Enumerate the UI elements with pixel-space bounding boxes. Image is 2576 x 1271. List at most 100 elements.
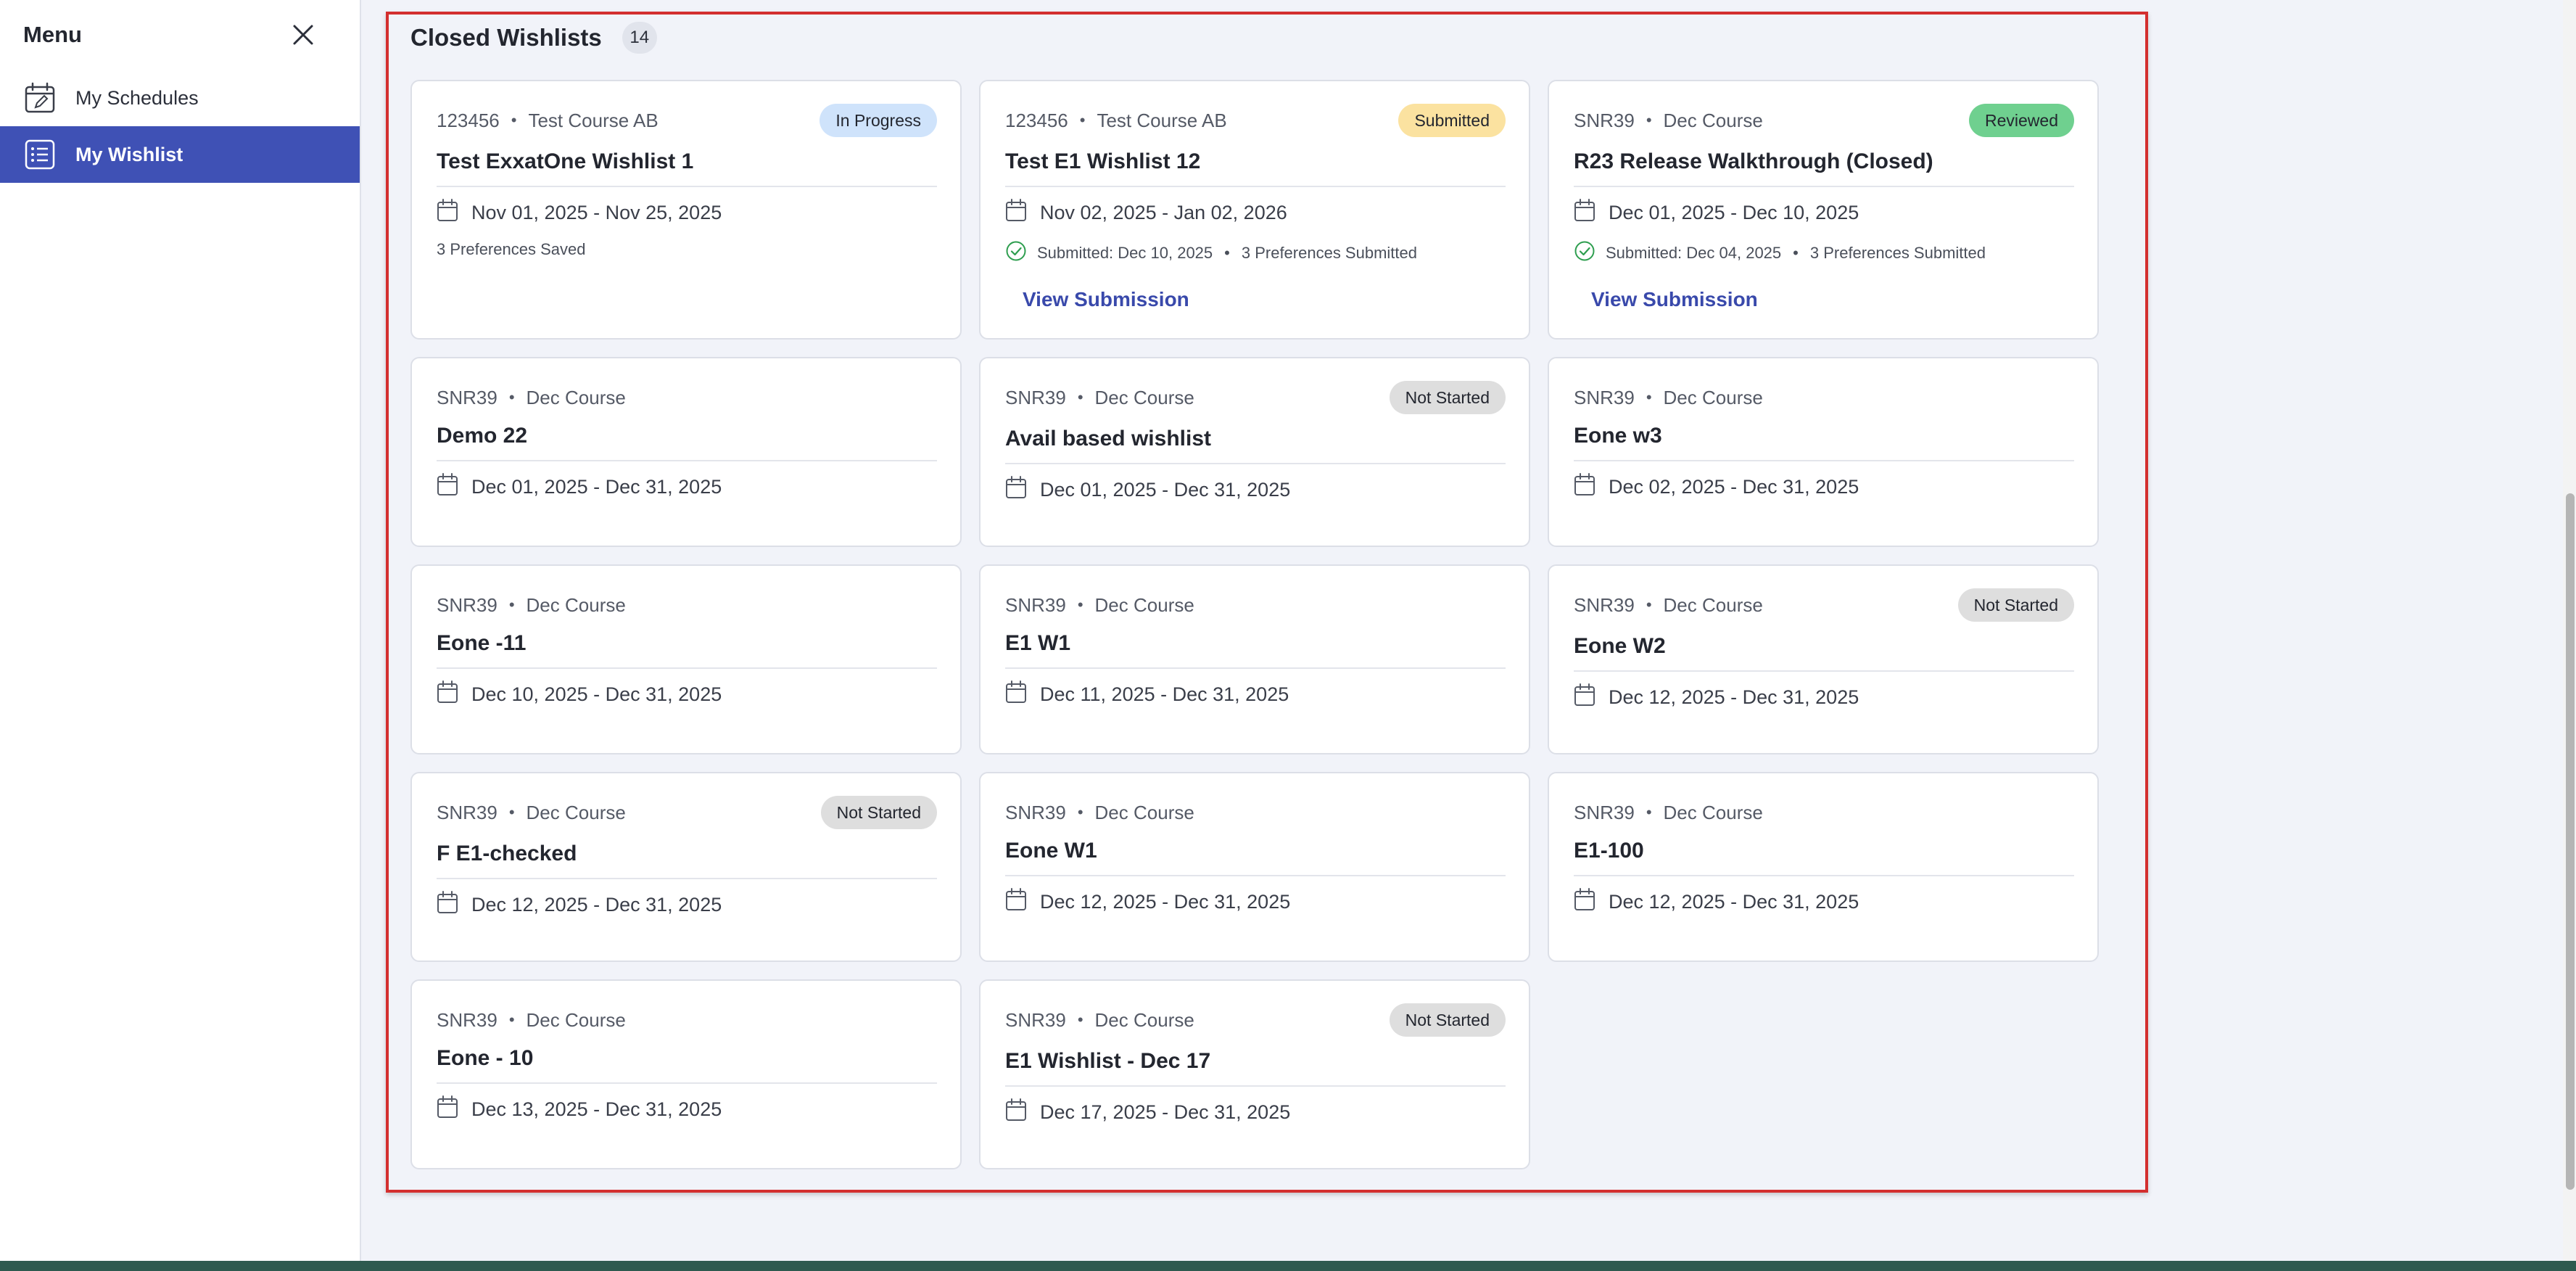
- calendar-icon: [1005, 888, 1040, 916]
- card-meta: SNR39 • Dec Course: [437, 1009, 626, 1032]
- course-code: SNR39: [1574, 386, 1635, 408]
- date-range-text: Dec 01, 2025 - Dec 10, 2025: [1609, 202, 1859, 223]
- wishlist-card[interactable]: SNR39 • Dec Course Not Started Avail based w…: [979, 357, 1530, 547]
- wishlist-title: Eone - 10: [437, 1046, 534, 1070]
- wishlist-card[interactable]: SNR39 • Dec Course Not Started E1 Wishlist -…: [979, 979, 1530, 1169]
- separator-dot: •: [511, 111, 517, 129]
- preferences-note: 3 Preferences Saved: [437, 240, 586, 258]
- divider: [1005, 667, 1506, 669]
- wishlist-title: E1-100: [1574, 839, 1644, 863]
- separator-dot: •: [508, 388, 515, 406]
- course-code: 123456: [1005, 109, 1068, 131]
- wishlist-card[interactable]: SNR39 • Dec Course Reviewed R23 Release Walk…: [1548, 80, 2099, 340]
- preferences-submitted: 3 Preferences Submitted: [1241, 244, 1417, 262]
- view-submission-button[interactable]: View Submission: [1591, 288, 1758, 310]
- course-code: 123456: [437, 109, 500, 131]
- date-range: Dec 01, 2025 - Dec 31, 2025: [1005, 476, 1506, 504]
- submitted-date: Submitted: Dec 10, 2025: [1037, 244, 1213, 262]
- card-meta: SNR39 • Dec Course: [1574, 594, 1763, 617]
- count-badge: 14: [622, 22, 657, 54]
- wishlist-card[interactable]: SNR39 • Dec Course Eone - 10 Dec 13, 2025 - …: [410, 979, 962, 1169]
- wishlist-card[interactable]: 123456 • Test Course AB Submitted Test E1 Wi…: [979, 80, 1530, 340]
- course-code: SNR39: [1005, 801, 1066, 823]
- card-meta: SNR39 • Dec Course: [1574, 110, 1763, 132]
- check-circle-icon: [1574, 240, 1606, 266]
- card-header: SNR39 • Dec Course Not Started: [437, 796, 937, 829]
- card-header: SNR39 • Dec Course: [1005, 798, 1506, 827]
- divider: [1574, 460, 2074, 461]
- wishlist-card[interactable]: SNR39 • Dec Course Eone w3 Dec 02, 2025 - De…: [1548, 357, 2099, 547]
- date-range: Dec 01, 2025 - Dec 10, 2025: [1574, 199, 2074, 227]
- date-range-text: Dec 10, 2025 - Dec 31, 2025: [471, 683, 722, 705]
- scrollbar[interactable]: [2563, 0, 2576, 1271]
- calendar-icon: [1005, 680, 1040, 709]
- calendar-icon: [1574, 473, 1609, 501]
- calendar-icon: [1574, 888, 1609, 916]
- main-content: Closed Wishlists 14 123456 • Test Course A…: [363, 0, 2576, 1271]
- date-range: Dec 12, 2025 - Dec 31, 2025: [1574, 888, 2074, 916]
- status-badge: Submitted: [1398, 104, 1506, 137]
- window-frame: [0, 1261, 2576, 1271]
- divider: [1005, 1085, 1506, 1087]
- wishlist-card[interactable]: SNR39 • Dec Course Eone -11 Dec 10, 2025 - D…: [410, 564, 962, 754]
- card-meta: SNR39 • Dec Course: [1005, 594, 1194, 617]
- submitted-date: Submitted: Dec 04, 2025: [1606, 244, 1782, 262]
- course-name: Dec Course: [1663, 801, 1763, 823]
- wishlist-card[interactable]: SNR39 • Dec Course Not Started Eone W2 Dec 12…: [1548, 564, 2099, 754]
- wishlist-title: Demo 22: [437, 424, 528, 448]
- divider: [437, 667, 937, 669]
- date-range: Dec 10, 2025 - Dec 31, 2025: [437, 680, 937, 709]
- card-header: SNR39 • Dec Course: [1574, 798, 2074, 827]
- date-range-text: Dec 13, 2025 - Dec 31, 2025: [471, 1098, 722, 1120]
- wishlist-title: F E1-checked: [437, 842, 577, 865]
- wishlist-card[interactable]: SNR39 • Dec Course Not Started F E1-checked D…: [410, 772, 962, 962]
- calendar-icon: [1005, 476, 1040, 504]
- sidebar: Menu My Schedules My Wishlist: [0, 0, 361, 1271]
- close-icon[interactable]: [290, 22, 316, 48]
- date-range-text: Dec 01, 2025 - Dec 31, 2025: [1040, 479, 1291, 501]
- course-name: Test Course AB: [528, 109, 659, 131]
- card-header: SNR39 • Dec Course Not Started: [1005, 1003, 1506, 1037]
- course-code: SNR39: [1005, 593, 1066, 616]
- separator-dot: •: [508, 803, 515, 821]
- card-header: 123456 • Test Course AB In Progress: [437, 104, 937, 137]
- calendar-icon: [437, 199, 471, 227]
- card-meta: 123456 • Test Course AB: [437, 110, 659, 132]
- card-meta: SNR39 • Dec Course: [1574, 387, 1763, 409]
- date-range: Nov 01, 2025 - Nov 25, 2025: [437, 199, 937, 227]
- sidebar-title: Menu: [23, 22, 82, 47]
- sidebar-item-my-schedules[interactable]: My Schedules: [0, 70, 360, 126]
- card-header: SNR39 • Dec Course: [437, 591, 937, 620]
- scrollbar-thumb[interactable]: [2566, 493, 2575, 1190]
- wishlist-card[interactable]: SNR39 • Dec Course E1-100 Dec 12, 2025 - Dec…: [1548, 772, 2099, 962]
- date-range-text: Dec 12, 2025 - Dec 31, 2025: [1609, 891, 1859, 913]
- course-name: Dec Course: [1663, 593, 1763, 616]
- course-name: Dec Course: [1094, 593, 1194, 616]
- wishlist-card[interactable]: 123456 • Test Course AB In Progress Test Exx…: [410, 80, 962, 340]
- wishlist-card[interactable]: SNR39 • Dec Course E1 W1 Dec 11, 2025 - Dec …: [979, 564, 1530, 754]
- wishlist-grid: 123456 • Test Course AB In Progress Test Exx…: [410, 80, 2099, 1169]
- status-badge: In Progress: [820, 104, 937, 137]
- course-code: SNR39: [1574, 109, 1635, 131]
- calendar-icon: [1574, 683, 1609, 712]
- wishlist-card[interactable]: SNR39 • Dec Course Demo 22 Dec 01, 2025 - De…: [410, 357, 962, 547]
- course-code: SNR39: [1005, 386, 1066, 408]
- course-name: Dec Course: [1094, 1008, 1194, 1031]
- sidebar-item-label: My Wishlist: [75, 143, 183, 165]
- date-range-text: Dec 12, 2025 - Dec 31, 2025: [1040, 891, 1291, 913]
- sidebar-item-my-wishlist[interactable]: My Wishlist: [0, 126, 360, 183]
- course-code: SNR39: [437, 801, 498, 823]
- status-badge: Not Started: [1957, 588, 2074, 622]
- card-meta: 123456 • Test Course AB: [1005, 110, 1227, 132]
- wishlist-card[interactable]: SNR39 • Dec Course Eone W1 Dec 12, 2025 - De…: [979, 772, 1530, 962]
- divider: [437, 878, 937, 879]
- status-badge: Reviewed: [1969, 104, 2074, 137]
- wishlist-title: Eone W2: [1574, 634, 1666, 658]
- view-submission-button[interactable]: View Submission: [1023, 288, 1189, 310]
- divider: [1574, 670, 2074, 672]
- card-header: SNR39 • Dec Course: [437, 1005, 937, 1035]
- separator-dot: •: [1077, 803, 1083, 821]
- status-badge: Not Started: [820, 796, 937, 829]
- date-range-text: Nov 01, 2025 - Nov 25, 2025: [471, 202, 722, 223]
- status-badge: Not Started: [1389, 381, 1506, 414]
